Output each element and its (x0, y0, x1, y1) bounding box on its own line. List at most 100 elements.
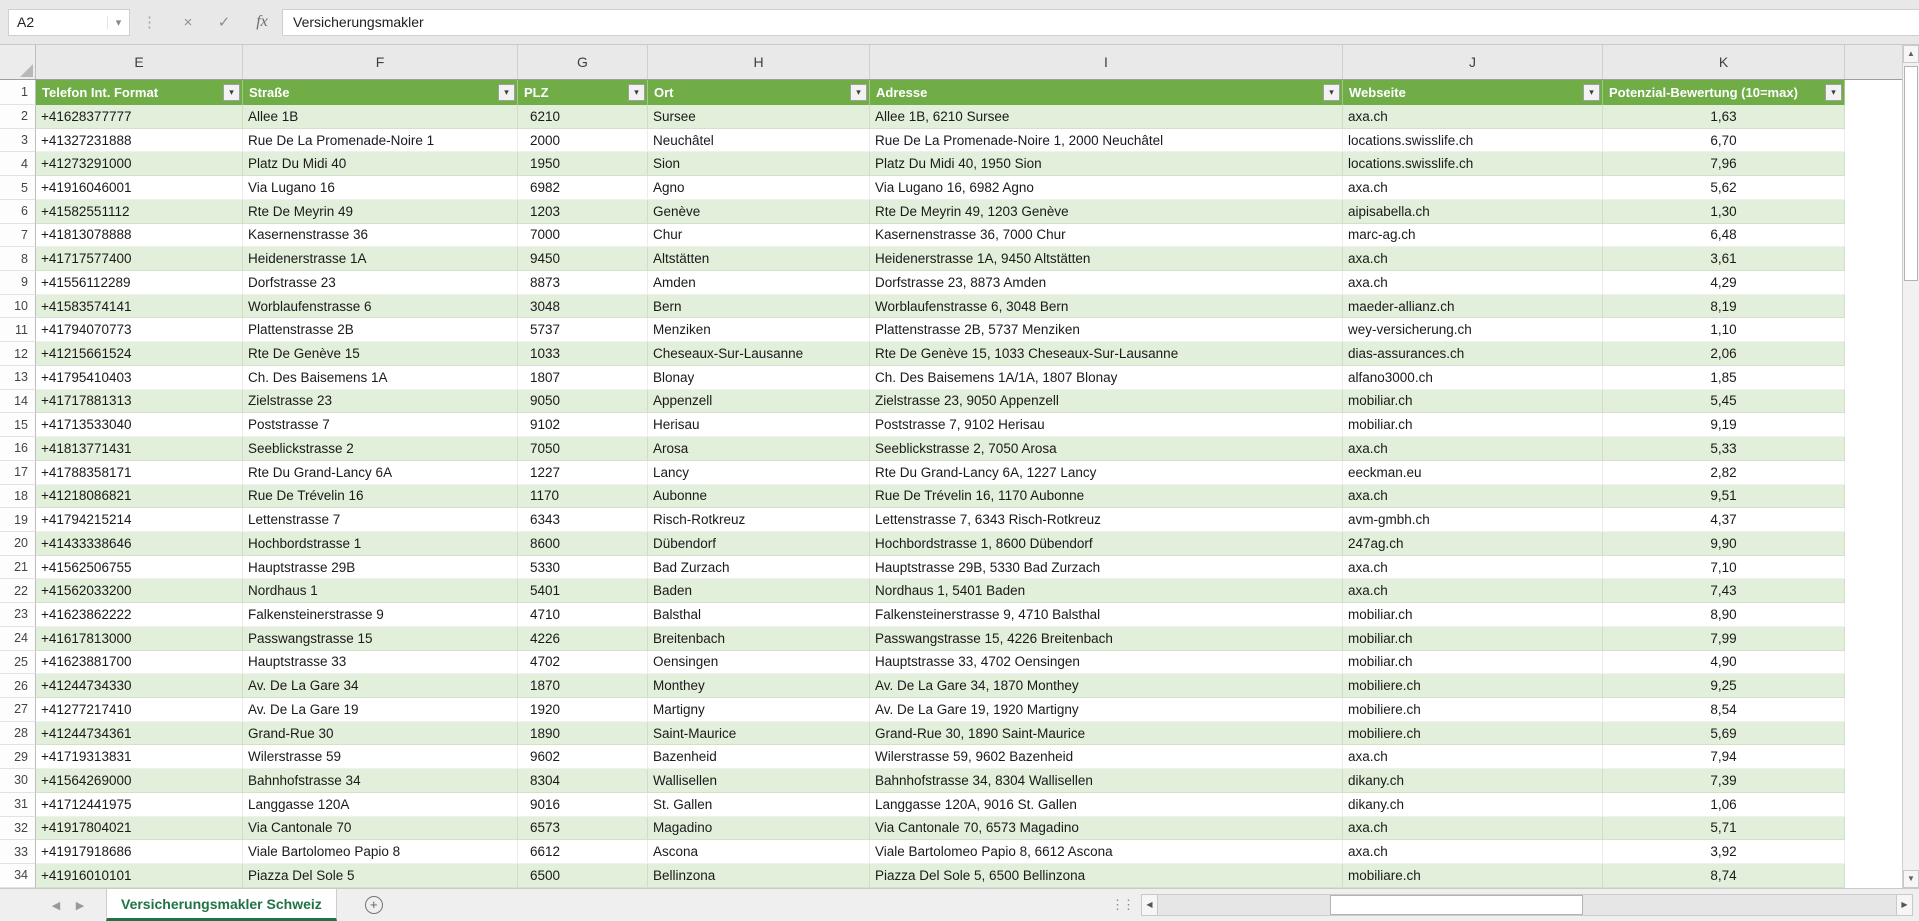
cell[interactable]: 1203 (518, 199, 648, 224)
cell[interactable]: +41623881700 (36, 650, 243, 675)
cell[interactable]: Rue De Trévelin 16 (243, 484, 518, 509)
cell[interactable]: Sion (648, 152, 870, 177)
cell[interactable]: Breitenbach (648, 626, 870, 651)
cell[interactable]: Heidenerstrasse 1A, 9450 Altstätten (870, 247, 1343, 272)
cell[interactable]: 9050 (518, 389, 648, 414)
sheet-tab-active[interactable]: Versicherungsmakler Schweiz (106, 889, 337, 921)
cell[interactable]: Piazza Del Sole 5 (243, 864, 518, 888)
row-header[interactable]: 15 (0, 413, 36, 438)
cell[interactable]: Seeblickstrasse 2, 7050 Arosa (870, 437, 1343, 461)
cell[interactable]: +41719313831 (36, 745, 243, 770)
cell[interactable]: mobiliar.ch (1343, 413, 1603, 438)
cell[interactable]: Nordhaus 1, 5401 Baden (870, 579, 1343, 604)
cell[interactable]: 6343 (518, 508, 648, 532)
cell[interactable]: Lancy (648, 460, 870, 485)
scroll-up-button[interactable]: ▲ (1903, 45, 1919, 63)
cell[interactable]: 6612 (518, 840, 648, 864)
cell[interactable]: marc-ag.ch (1343, 223, 1603, 248)
cell[interactable]: Falkensteinerstrasse 9 (243, 603, 518, 627)
cancel-icon[interactable]: × (183, 13, 193, 31)
cell[interactable]: Av. De La Gare 34 (243, 674, 518, 698)
cell[interactable]: 2,06 (1603, 342, 1845, 366)
cell[interactable]: +41564269000 (36, 769, 243, 793)
filter-button[interactable]: ▾ (498, 84, 515, 101)
cell[interactable]: Ascona (648, 840, 870, 864)
cell[interactable]: 1,63 (1603, 105, 1845, 129)
cell[interactable]: +41623862222 (36, 603, 243, 627)
row-header[interactable]: 23 (0, 603, 36, 627)
cell[interactable]: +41713533040 (36, 413, 243, 438)
column-header-i[interactable]: I (870, 45, 1343, 79)
cell[interactable]: Hauptstrasse 33 (243, 650, 518, 675)
table-header-cell[interactable]: Straße ▾ (243, 80, 518, 105)
cell[interactable]: Baden (648, 579, 870, 604)
cell[interactable]: Av. De La Gare 34, 1870 Monthey (870, 674, 1343, 698)
cell[interactable]: locations.swisslife.ch (1343, 128, 1603, 153)
row-header[interactable]: 20 (0, 531, 36, 556)
cell[interactable]: 7,10 (1603, 555, 1845, 580)
cell[interactable]: Magadino (648, 816, 870, 841)
cell[interactable]: 1950 (518, 152, 648, 177)
cell[interactable]: mobiliere.ch (1343, 674, 1603, 698)
cell[interactable]: dikany.ch (1343, 769, 1603, 793)
insert-function-icon[interactable]: fx (256, 13, 268, 30)
cell[interactable]: +41583574141 (36, 294, 243, 319)
cell[interactable]: 1870 (518, 674, 648, 698)
cell[interactable]: 6573 (518, 816, 648, 841)
cell[interactable]: +41215661524 (36, 342, 243, 366)
cell[interactable]: 1,06 (1603, 792, 1845, 817)
cell[interactable]: 9016 (518, 792, 648, 817)
cell[interactable]: +41273291000 (36, 152, 243, 177)
row-header[interactable]: 3 (0, 128, 36, 153)
cell[interactable]: 3048 (518, 294, 648, 319)
tab-nav-left-icon[interactable]: ◀ (51, 899, 61, 912)
cell[interactable]: +41433338646 (36, 531, 243, 556)
row-header[interactable]: 9 (0, 271, 36, 295)
cell[interactable]: 3,61 (1603, 247, 1845, 272)
cell[interactable]: Appenzell (648, 389, 870, 414)
cell[interactable]: Bad Zurzach (648, 555, 870, 580)
cell[interactable]: 8873 (518, 271, 648, 295)
cell[interactable]: Allee 1B, 6210 Sursee (870, 105, 1343, 129)
cell[interactable]: Via Lugano 16, 6982 Agno (870, 176, 1343, 200)
filter-button[interactable]: ▾ (223, 84, 240, 101)
filter-button[interactable]: ▾ (850, 84, 867, 101)
cell[interactable]: wey-versicherung.ch (1343, 318, 1603, 343)
cell[interactable]: Genève (648, 199, 870, 224)
cell[interactable]: 7,39 (1603, 769, 1845, 793)
cell[interactable]: Wilerstrasse 59, 9602 Bazenheid (870, 745, 1343, 770)
row-header[interactable]: 18 (0, 484, 36, 509)
filter-button[interactable]: ▾ (1825, 84, 1842, 101)
cell[interactable]: Wilerstrasse 59 (243, 745, 518, 770)
row-header[interactable]: 8 (0, 247, 36, 272)
column-header-f[interactable]: F (243, 45, 518, 79)
row-header[interactable]: 25 (0, 650, 36, 675)
cell[interactable]: 7000 (518, 223, 648, 248)
cell[interactable]: Bahnhofstrasse 34, 8304 Wallisellen (870, 769, 1343, 793)
cell[interactable]: 7,99 (1603, 626, 1845, 651)
cell[interactable]: Cheseaux-Sur-Lausanne (648, 342, 870, 366)
row-header[interactable]: 4 (0, 152, 36, 177)
horizontal-scrollbar[interactable]: ◀ ▶ (1141, 894, 1913, 916)
cell[interactable]: Kasernenstrasse 36 (243, 223, 518, 248)
cell[interactable]: +41712441975 (36, 792, 243, 817)
cell[interactable]: Rte Du Grand-Lancy 6A, 1227 Lancy (870, 460, 1343, 485)
scroll-right-button[interactable]: ▶ (1896, 894, 1913, 916)
cell[interactable]: +41917918686 (36, 840, 243, 864)
cell[interactable]: Av. De La Gare 19 (243, 697, 518, 722)
cell[interactable]: dikany.ch (1343, 792, 1603, 817)
cell[interactable]: +41794070773 (36, 318, 243, 343)
cell[interactable]: +41813771431 (36, 437, 243, 461)
cell[interactable]: alfano3000.ch (1343, 365, 1603, 390)
name-box[interactable]: A2 ▾ (8, 8, 130, 36)
cell[interactable]: Blonay (648, 365, 870, 390)
cell[interactable]: Via Cantonale 70, 6573 Magadino (870, 816, 1343, 841)
cell[interactable]: mobiliar.ch (1343, 389, 1603, 414)
cell[interactable]: Nordhaus 1 (243, 579, 518, 604)
cell[interactable]: Viale Bartolomeo Papio 8, 6612 Ascona (870, 840, 1343, 864)
cell[interactable]: Zielstrasse 23, 9050 Appenzell (870, 389, 1343, 414)
cell[interactable]: 1170 (518, 484, 648, 509)
cell[interactable]: 1,85 (1603, 365, 1845, 390)
row-header[interactable]: 11 (0, 318, 36, 343)
cell[interactable]: +41244734361 (36, 721, 243, 746)
